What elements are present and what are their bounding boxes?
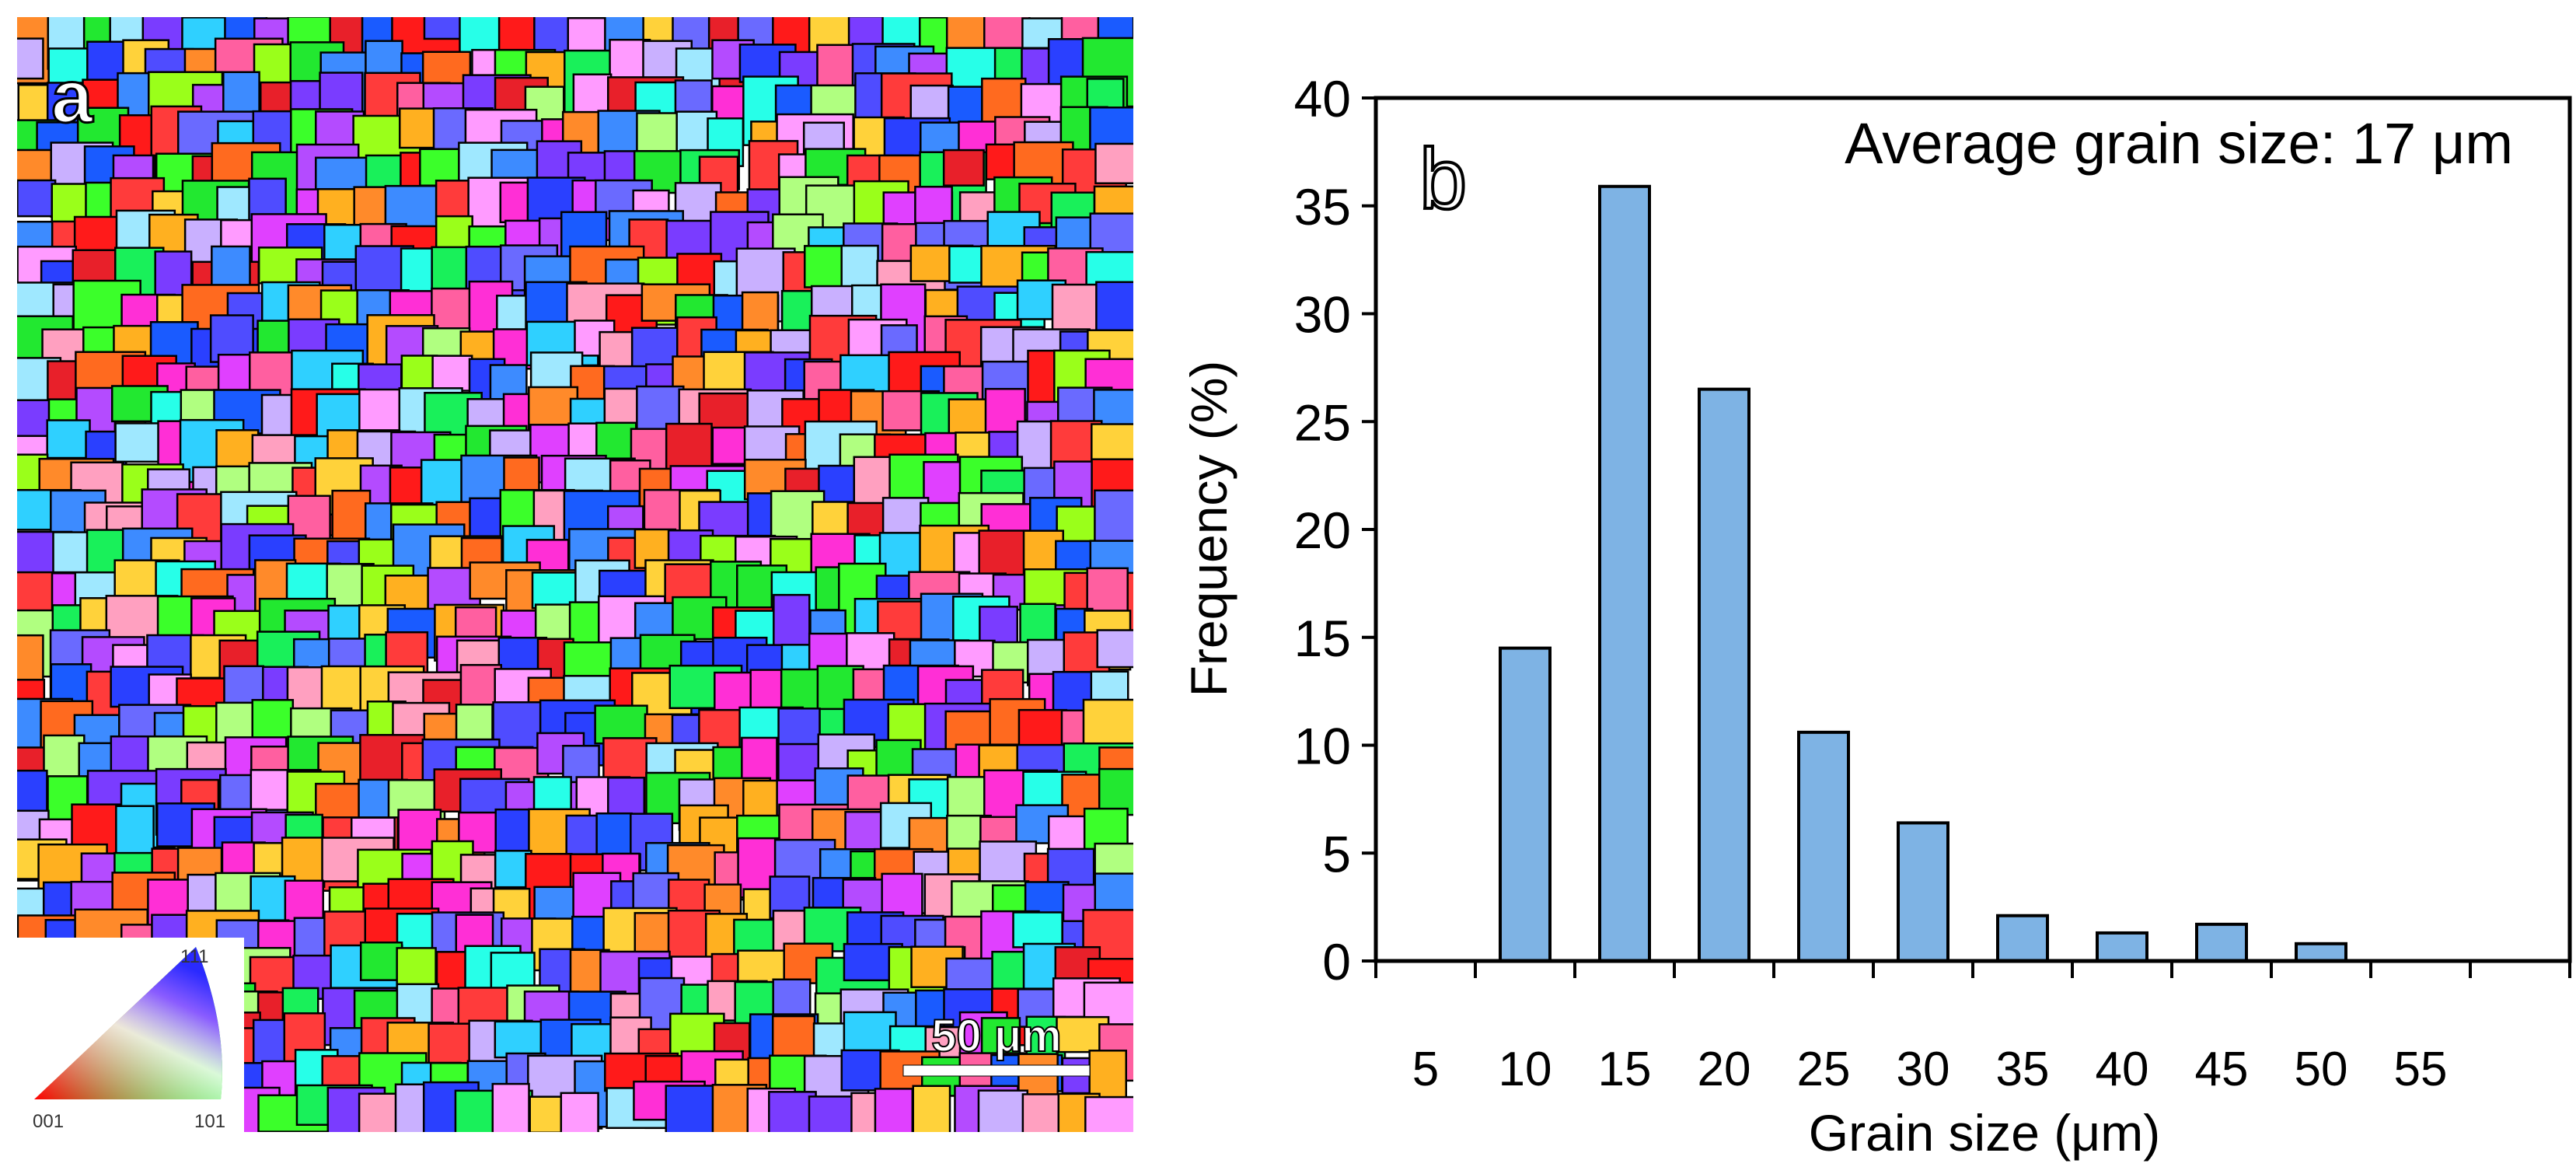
y-tick-label: 30	[1294, 286, 1351, 344]
grain	[17, 179, 57, 218]
legend-label-101: 101	[194, 1111, 225, 1132]
histogram-bar	[1797, 730, 1850, 963]
grain	[491, 1082, 530, 1132]
ipf-triangle-overlay	[34, 947, 222, 1099]
histogram-bar	[1598, 184, 1651, 963]
x-tick-label: 15	[1598, 1043, 1652, 1096]
grain	[1094, 489, 1133, 550]
grain	[359, 941, 403, 981]
x-tick-label: 5	[1412, 1043, 1439, 1096]
y-tick-label: 10	[1294, 718, 1351, 775]
histogram-bar	[1996, 914, 2049, 963]
grain	[874, 1088, 914, 1132]
plot-frame	[1374, 96, 2572, 963]
x-axis-label: Grain size (μm)	[1809, 1104, 2160, 1162]
x-tick-label: 25	[1797, 1043, 1851, 1096]
grain	[843, 1011, 897, 1053]
x-tick-label: 55	[2394, 1043, 2448, 1096]
grain	[211, 245, 251, 288]
x-tick-label: 20	[1698, 1043, 1751, 1096]
histogram-bar	[2096, 931, 2148, 963]
grain	[115, 805, 155, 859]
grain	[942, 148, 985, 187]
histogram-bar	[2195, 922, 2248, 963]
grain	[46, 419, 91, 459]
histogram-panel: 0 5 10 15 20 25 30 35 40 5 10 15 20 25 30 35 40 45 50 55 A…	[1143, 0, 2576, 1174]
grain	[320, 665, 365, 715]
scale-bar-label: 50 μm	[931, 1011, 1062, 1061]
y-tick-label: 40	[1294, 70, 1351, 128]
ebsd-orientation-map: a 111 001 101	[17, 17, 1133, 1132]
ebsd-map-panel: a 111 001 101	[17, 17, 1133, 1132]
scale-bar-line	[902, 1064, 1091, 1077]
y-tick-label: 5	[1322, 825, 1351, 882]
y-axis-ticks: 0 5 10 15 20 25 30 35 40	[1294, 70, 1376, 991]
histogram-bar	[1499, 646, 1552, 963]
histogram-bar	[1897, 821, 1949, 963]
grain	[1084, 1095, 1133, 1132]
x-tick-label: 10	[1499, 1043, 1552, 1096]
grain-map	[17, 17, 1133, 1132]
scale-bar: 50 μm	[902, 1010, 1091, 1077]
x-axis-ticks: 5 10 15 20 25 30 35 40 45 50 55	[1374, 961, 2571, 1096]
grain	[560, 1092, 599, 1132]
panel-label-a: a	[51, 55, 93, 138]
grain	[881, 872, 923, 920]
grain	[319, 72, 364, 114]
grain	[1088, 1050, 1128, 1101]
panel-label-b: b	[1419, 131, 1467, 227]
grain	[1094, 142, 1133, 184]
x-tick-label: 50	[2295, 1043, 2348, 1096]
grain	[1012, 911, 1063, 949]
y-tick-label: 35	[1294, 178, 1351, 236]
grain	[741, 291, 780, 334]
grain	[431, 355, 473, 392]
grain	[909, 84, 954, 122]
bars	[1499, 184, 2347, 963]
grain	[773, 593, 811, 649]
grain	[1096, 629, 1133, 669]
x-tick-label: 40	[2096, 1043, 2149, 1096]
ipf-color-legend: 111 001 101	[17, 938, 244, 1132]
x-tick-label: 45	[2195, 1043, 2249, 1096]
histogram-bar	[2295, 942, 2347, 963]
grain	[17, 37, 44, 80]
x-tick-label: 35	[1996, 1043, 2050, 1096]
y-tick-label: 15	[1294, 610, 1351, 667]
grain	[223, 665, 265, 709]
average-grain-size-annotation: Average grain size: 17 μm	[1845, 111, 2513, 176]
y-tick-label: 25	[1294, 393, 1351, 451]
grain	[912, 1085, 951, 1132]
grain	[777, 708, 821, 749]
y-axis-label: Frequency (%)	[1180, 361, 1237, 697]
grain	[984, 387, 1026, 439]
grain	[977, 1089, 1029, 1132]
histogram-bar	[1698, 387, 1750, 963]
legend-label-001: 001	[33, 1111, 64, 1132]
legend-label-111: 111	[180, 946, 208, 967]
y-tick-label: 20	[1294, 501, 1351, 559]
x-tick-label: 30	[1897, 1043, 1950, 1096]
y-tick-label: 0	[1322, 933, 1351, 991]
grain	[768, 1091, 817, 1132]
grain-size-histogram: 0 5 10 15 20 25 30 35 40 5 10 15 20 25 30 35 40 45 50 55 A…	[1180, 70, 2572, 1162]
